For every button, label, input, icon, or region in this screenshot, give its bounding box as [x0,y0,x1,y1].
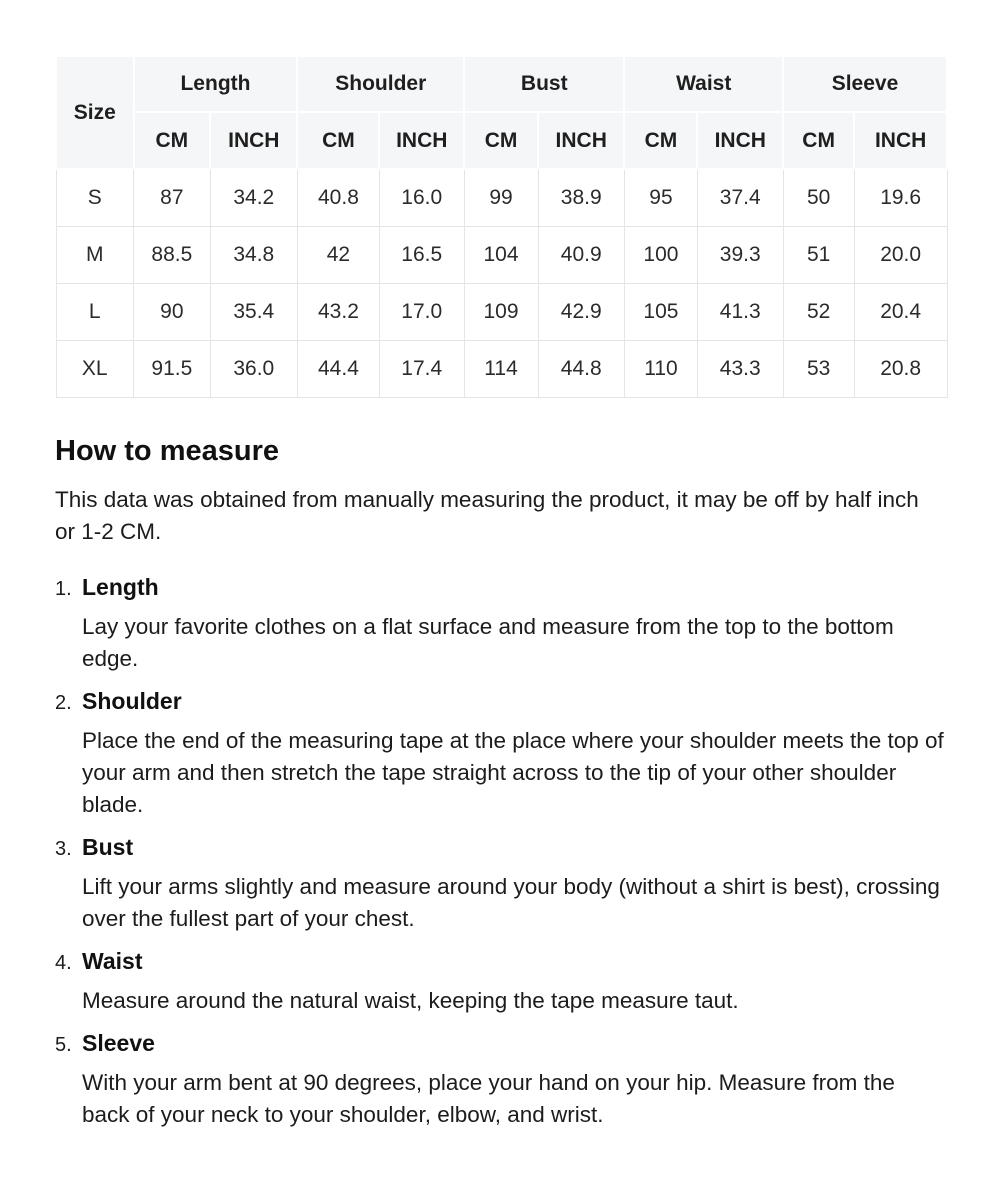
column-header-size: Size [55,55,135,170]
value-cell: 39.3 [696,225,784,284]
value-cell: 43.3 [696,339,784,398]
step-description: With your arm bent at 90 degrees, place … [82,1069,895,1127]
value-cell: 40.8 [296,168,380,227]
value-cell: 20.8 [853,339,948,398]
size-cell: M [55,225,135,284]
value-cell: 104 [463,225,539,284]
table-row-size-m: M 88.5 34.8 42 16.5 104 40.9 100 39.3 51… [55,225,948,284]
step-heading: 1. Length [55,574,948,601]
step-length: 1. Length Lay your favorite clothes on a… [55,574,948,675]
unit-header-shoulder-cm: CM [296,111,381,170]
value-cell: 87 [133,168,211,227]
value-cell: 20.4 [853,282,948,341]
value-cell: 35.4 [209,282,298,341]
value-cell: 100 [623,225,698,284]
how-to-measure-intro: This data was obtained from manually mea… [55,486,919,544]
step-heading: 5. Sleeve [55,1030,948,1057]
table-group-header-row: Size Length Shoulder Bust Waist Sleeve [55,55,948,170]
step-number: 3. [55,837,72,860]
unit-header-sleeve-cm: CM [781,111,856,170]
unit-header-bust-cm: CM [463,111,539,170]
value-cell: 50 [782,168,855,227]
size-chart-table: Size Length Shoulder Bust Waist Sleeve C… [55,55,948,398]
value-cell: 109 [463,282,539,341]
value-cell: 34.8 [209,225,298,284]
step-description: Measure around the natural waist, keepin… [82,987,739,1013]
value-cell: 20.0 [853,225,948,284]
measure-steps-list: 1. Length Lay your favorite clothes on a… [55,574,948,1131]
unit-header-sleeve-inch: INCH [853,111,948,170]
value-cell: 19.6 [853,168,948,227]
step-term: Sleeve [82,1029,155,1056]
step-heading: 3. Bust [55,834,948,861]
step-description: Lift your arms slightly and measure arou… [82,873,940,931]
value-cell: 16.0 [378,168,465,227]
table-row-size-s: S 87 34.2 40.8 16.0 99 38.9 95 37.4 50 1… [55,168,948,227]
value-cell: 38.9 [537,168,625,227]
value-cell: 44.4 [296,339,380,398]
step-description: Place the end of the measuring tape at t… [82,727,944,817]
step-term: Waist [82,947,143,974]
value-cell: 17.0 [378,282,465,341]
size-cell: S [55,168,135,227]
table-unit-header-row: CM INCH CM INCH CM INCH CM INCH CM INCH [56,111,948,170]
step-number: 2. [55,691,72,714]
column-header-length: Length [132,55,299,113]
unit-header-bust-inch: INCH [536,111,626,170]
value-cell: 34.2 [209,168,298,227]
value-cell: 52 [782,282,855,341]
step-bust: 3. Bust Lift your arms slightly and meas… [55,834,948,935]
value-cell: 17.4 [378,339,465,398]
value-cell: 43.2 [296,282,380,341]
step-shoulder: 2. Shoulder Place the end of the measuri… [55,688,948,821]
unit-header-waist-inch: INCH [696,111,784,170]
value-cell: 40.9 [537,225,625,284]
column-header-bust: Bust [463,55,626,113]
step-number: 4. [55,951,72,974]
step-term: Shoulder [82,687,182,714]
value-cell: 42 [296,225,380,284]
value-cell: 41.3 [696,282,784,341]
column-header-shoulder: Shoulder [296,55,466,113]
size-cell: L [55,282,135,341]
unit-header-shoulder-inch: INCH [378,111,466,170]
value-cell: 16.5 [378,225,465,284]
unit-header-length-inch: INCH [209,111,299,170]
unit-header-length-cm: CM [132,111,212,170]
size-cell: XL [55,339,135,398]
table-row-size-l: L 90 35.4 43.2 17.0 109 42.9 105 41.3 52… [55,282,948,341]
step-heading: 2. Shoulder [55,688,948,715]
value-cell: 42.9 [537,282,625,341]
step-waist: 4. Waist Measure around the natural wais… [55,948,948,1017]
unit-header-waist-cm: CM [623,111,699,170]
step-number: 1. [55,577,72,600]
step-number: 5. [55,1033,72,1056]
value-cell: 91.5 [133,339,211,398]
value-cell: 44.8 [537,339,625,398]
value-cell: 114 [463,339,539,398]
value-cell: 53 [782,339,855,398]
step-term: Bust [82,833,134,860]
column-header-waist: Waist [623,55,784,113]
value-cell: 105 [623,282,698,341]
how-to-measure-heading: How to measure [55,434,279,467]
value-cell: 110 [623,339,698,398]
value-cell: 88.5 [133,225,211,284]
value-cell: 37.4 [696,168,784,227]
step-heading: 4. Waist [55,948,948,975]
table-row-size-xl: XL 91.5 36.0 44.4 17.4 114 44.8 110 43.3… [55,339,948,398]
value-cell: 90 [133,282,211,341]
value-cell: 51 [782,225,855,284]
value-cell: 36.0 [209,339,298,398]
step-term: Length [82,573,159,600]
value-cell: 99 [463,168,539,227]
step-sleeve: 5. Sleeve With your arm bent at 90 degre… [55,1030,948,1131]
value-cell: 95 [623,168,698,227]
column-header-sleeve: Sleeve [782,55,948,113]
step-description: Lay your favorite clothes on a flat surf… [82,613,894,671]
